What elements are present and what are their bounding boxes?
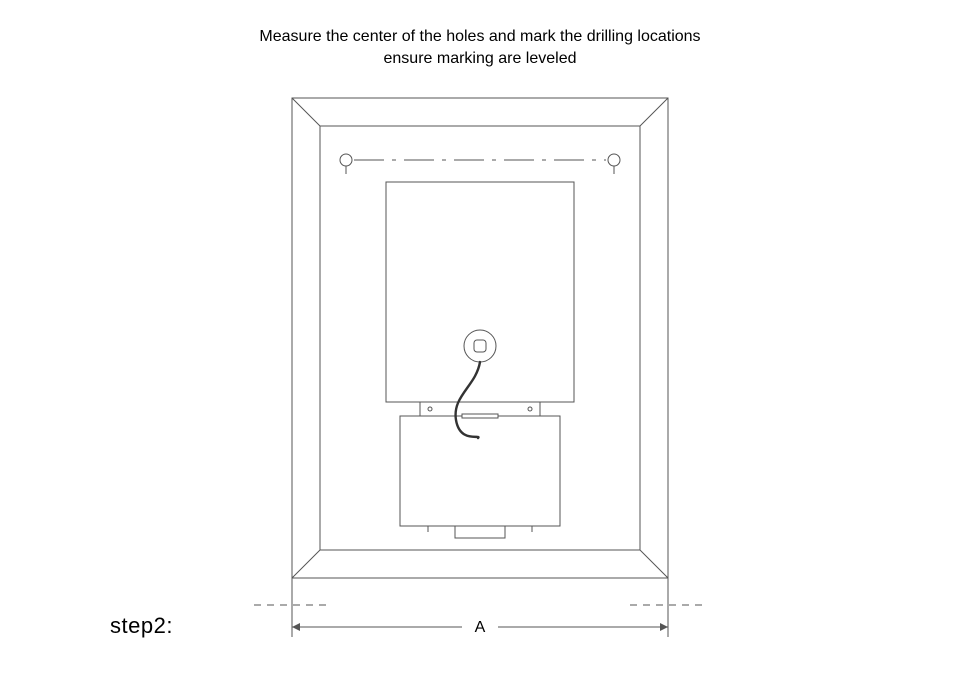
connector-outer <box>464 330 496 362</box>
keyhole-icon <box>340 154 352 166</box>
connector-inner <box>474 340 486 352</box>
foot <box>455 526 505 538</box>
diagram-svg: A <box>0 0 960 677</box>
lower-box <box>400 416 560 526</box>
page: Measure the center of the holes and mark… <box>0 0 960 677</box>
inner-panel <box>386 182 574 402</box>
dimension-label: A <box>475 619 486 636</box>
keyhole-icon <box>608 154 620 166</box>
